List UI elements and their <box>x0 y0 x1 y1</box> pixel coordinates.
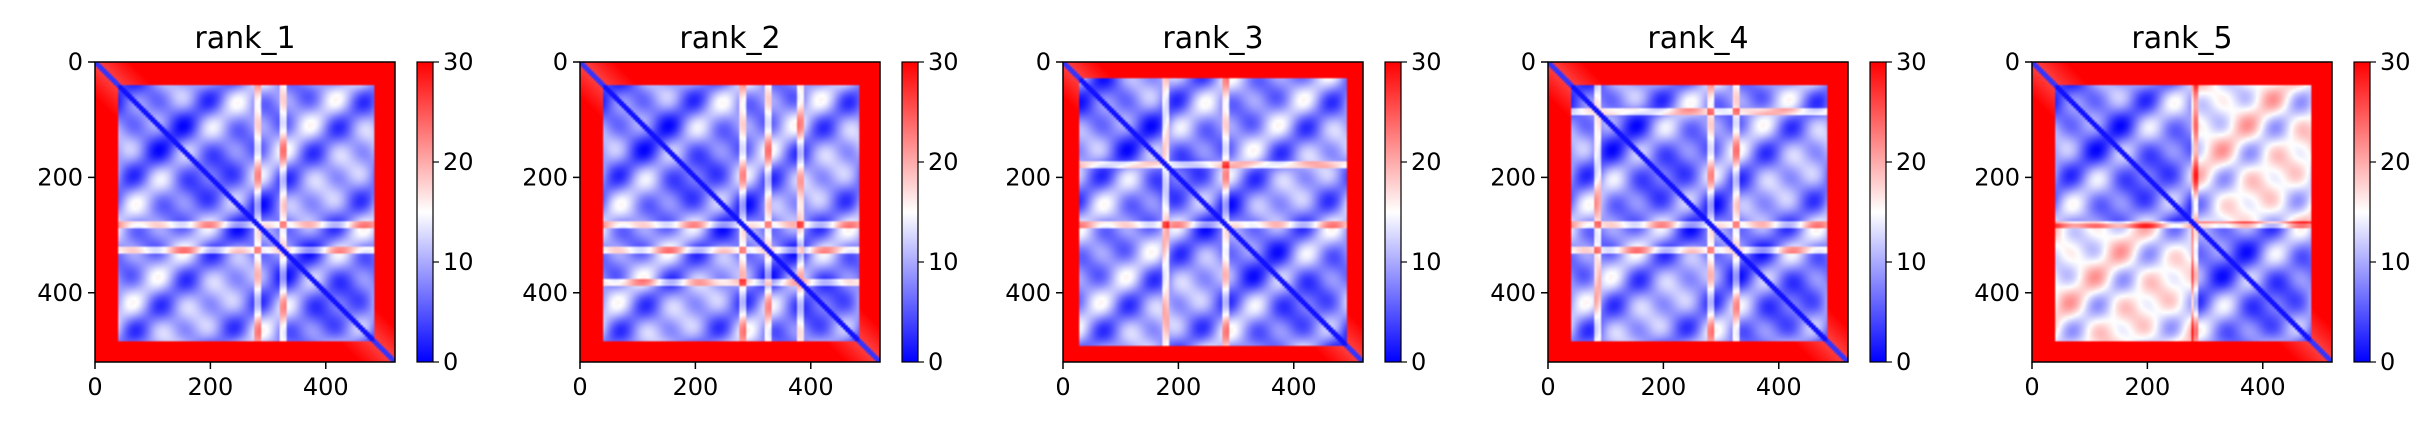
x-tick-label: 200 <box>187 373 233 401</box>
colorbar-frame <box>2353 61 2371 363</box>
panel-2: rank_2 0 200 400 0 200 400 0 10 20 30 <box>522 21 958 401</box>
y-tick-label: 0 <box>1521 48 1536 76</box>
y-tick-label: 200 <box>1490 163 1536 191</box>
x-tick-label: 400 <box>1271 373 1317 401</box>
y-tick-label: 0 <box>68 48 83 76</box>
colorbar-tick-label: 10 <box>443 248 474 276</box>
colorbar-frame <box>416 61 434 363</box>
panel-5: rank_5 0 200 400 0 200 400 0 10 20 30 <box>1974 21 2410 401</box>
colorbar-tick-label: 0 <box>1896 348 1911 376</box>
x-tick-label: 400 <box>788 373 834 401</box>
panel-title: rank_1 <box>194 21 295 56</box>
axes-frame <box>1062 61 1364 363</box>
axes-frame <box>2031 61 2333 363</box>
y-tick-label: 0 <box>2005 48 2020 76</box>
y-tick-label: 200 <box>522 163 568 191</box>
y-tick-label: 400 <box>1005 279 1051 307</box>
colorbar <box>2354 62 2370 362</box>
axes-frame <box>94 61 396 363</box>
colorbar-frame <box>1869 61 1887 363</box>
panel-title: rank_5 <box>2131 21 2232 56</box>
colorbar-frame <box>1384 61 1402 363</box>
axes-frame <box>1547 61 1849 363</box>
colorbar-tick-label: 10 <box>928 248 959 276</box>
y-tick-label: 200 <box>1005 163 1051 191</box>
panel-4: rank_4 0 200 400 0 200 400 0 10 20 30 <box>1490 21 1926 401</box>
colorbar-frame <box>901 61 919 363</box>
y-tick-label: 200 <box>37 163 83 191</box>
colorbar-tick-label: 30 <box>1411 48 1442 76</box>
x-tick-label: 0 <box>2024 373 2039 401</box>
heatmap-image <box>1063 62 1363 362</box>
x-tick-label: 0 <box>1055 373 1070 401</box>
panel-title: rank_3 <box>1162 21 1263 56</box>
colorbar-tick-label: 30 <box>443 48 474 76</box>
heatmap-image <box>580 62 880 362</box>
axes-frame <box>579 61 881 363</box>
colorbar-tick-label: 10 <box>1896 248 1927 276</box>
colorbar-tick-label: 10 <box>1411 248 1442 276</box>
colorbar-tick-label: 0 <box>443 348 458 376</box>
panel-title: rank_2 <box>679 21 780 56</box>
colorbar <box>1385 62 1401 362</box>
y-tick-label: 400 <box>37 279 83 307</box>
panel-3: rank_3 0 200 400 0 200 400 0 10 20 30 <box>1005 21 1441 401</box>
panel-1: rank_1 0 200 400 0 200 400 0 10 20 30 <box>37 21 473 401</box>
colorbar-tick-label: 20 <box>1896 148 1927 176</box>
heatmap-image <box>95 62 395 362</box>
y-tick-label: 0 <box>553 48 568 76</box>
y-tick-label: 0 <box>1036 48 1051 76</box>
x-tick-label: 0 <box>572 373 587 401</box>
colorbar-tick-label: 10 <box>2380 248 2411 276</box>
x-tick-label: 400 <box>1756 373 1802 401</box>
colorbar-tick-label: 20 <box>443 148 474 176</box>
colorbar <box>902 62 918 362</box>
colorbar <box>417 62 433 362</box>
y-tick-label: 400 <box>522 279 568 307</box>
y-tick-label: 400 <box>1490 279 1536 307</box>
panel-title: rank_4 <box>1647 21 1748 56</box>
heatmap-image <box>2032 62 2332 362</box>
colorbar-tick-label: 20 <box>1411 148 1442 176</box>
colorbar-tick-label: 20 <box>928 148 959 176</box>
heatmap-image <box>1548 62 1848 362</box>
x-tick-label: 200 <box>1640 373 1686 401</box>
x-tick-label: 0 <box>1540 373 1555 401</box>
colorbar-tick-label: 0 <box>1411 348 1426 376</box>
x-tick-label: 200 <box>672 373 718 401</box>
colorbar-tick-label: 30 <box>928 48 959 76</box>
colorbar-tick-label: 30 <box>2380 48 2411 76</box>
colorbar-tick-label: 0 <box>928 348 943 376</box>
colorbar-tick-label: 20 <box>2380 148 2411 176</box>
y-tick-label: 400 <box>1974 279 2020 307</box>
x-tick-label: 200 <box>1155 373 1201 401</box>
x-tick-label: 400 <box>2240 373 2286 401</box>
colorbar <box>1870 62 1886 362</box>
colorbar-tick-label: 0 <box>2380 348 2395 376</box>
x-tick-label: 200 <box>2124 373 2170 401</box>
colorbar-tick-label: 30 <box>1896 48 1927 76</box>
x-tick-label: 400 <box>303 373 349 401</box>
y-tick-label: 200 <box>1974 163 2020 191</box>
x-tick-label: 0 <box>87 373 102 401</box>
